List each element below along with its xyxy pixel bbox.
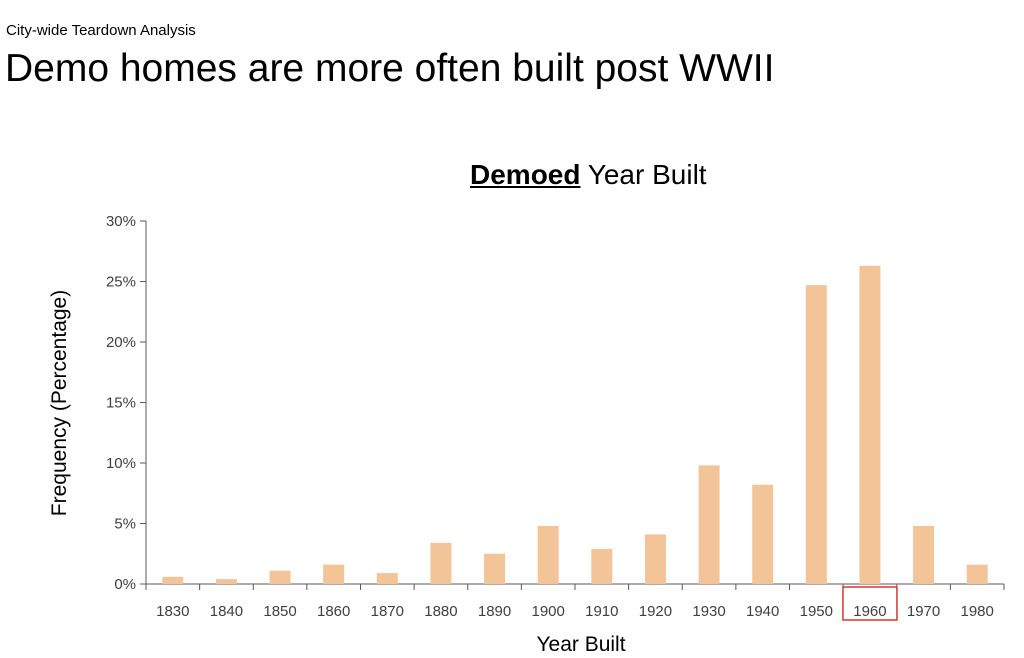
x-tick-label-1900: 1900	[532, 603, 565, 620]
x-axis-title: Year Built	[536, 633, 625, 656]
bar-1850	[269, 570, 291, 584]
bar-1900	[537, 525, 559, 584]
x-tick-label-1930: 1930	[692, 603, 725, 620]
x-tick-label-1920: 1920	[639, 603, 672, 620]
chart-title-rest: Year Built	[580, 159, 707, 190]
y-tick-label: 25%	[106, 274, 136, 291]
bar-1920	[644, 534, 666, 584]
y-tick-label: 20%	[106, 334, 136, 351]
x-tick-label-1840: 1840	[210, 603, 243, 620]
x-tick-label-1960: 1960	[853, 603, 886, 620]
x-tick-label-1850: 1850	[263, 603, 296, 620]
y-tick-label: 5%	[114, 516, 136, 533]
x-tick-label-1830: 1830	[156, 603, 189, 620]
y-tick-label: 10%	[106, 455, 136, 472]
bar-1950	[805, 285, 827, 584]
x-tick-label-1870: 1870	[371, 603, 404, 620]
x-tick-label-1940: 1940	[746, 603, 779, 620]
bar-1870	[376, 573, 398, 584]
y-tick-label: 30%	[106, 213, 136, 230]
bar-1860	[323, 564, 345, 584]
bar-1910	[591, 548, 613, 584]
bar-1970	[913, 525, 935, 584]
bar-1940	[752, 484, 774, 584]
x-tick-label-1910: 1910	[585, 603, 618, 620]
bar-1890	[484, 553, 506, 584]
chart-title-emphasis: Demoed	[470, 159, 581, 190]
x-tick-label-1970: 1970	[907, 603, 940, 620]
x-tick-label-1980: 1980	[961, 603, 994, 620]
chart-title: Demoed Year Built	[470, 159, 707, 191]
highlight-box	[842, 586, 898, 621]
bar-1830	[162, 576, 184, 584]
x-tick-label-1950: 1950	[800, 603, 833, 620]
bar-1980	[966, 564, 988, 584]
report-kicker: City-wide Teardown Analysis	[6, 22, 196, 39]
y-tick-label: 15%	[106, 395, 136, 412]
x-tick-label-1880: 1880	[424, 603, 457, 620]
bar-1930	[698, 465, 720, 584]
bar-1840	[215, 579, 237, 584]
bar-1880	[430, 542, 452, 584]
bar-1960	[859, 265, 881, 584]
x-tick-label-1860: 1860	[317, 603, 350, 620]
y-tick-label: 0%	[114, 576, 136, 593]
slide-headline: Demo homes are more often built post WWI…	[5, 47, 775, 90]
y-axis-title: Frequency (Percentage)	[48, 290, 71, 516]
x-tick-label-1890: 1890	[478, 603, 511, 620]
